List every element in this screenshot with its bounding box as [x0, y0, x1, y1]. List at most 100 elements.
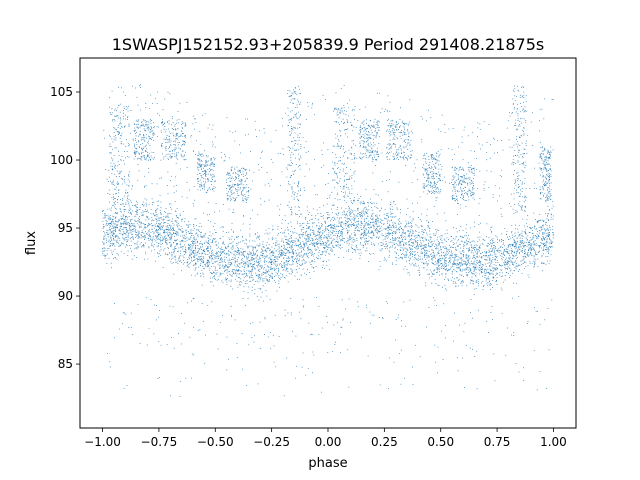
- data-point: [272, 255, 274, 256]
- data-point: [290, 268, 292, 270]
- data-point: [366, 234, 367, 236]
- data-point: [260, 252, 262, 253]
- data-point: [457, 277, 458, 279]
- data-point: [182, 239, 183, 241]
- data-point: [127, 223, 129, 225]
- data-point: [431, 259, 433, 261]
- data-point: [432, 257, 433, 259]
- data-point: [187, 266, 189, 267]
- data-point: [533, 266, 535, 268]
- data-point: [194, 275, 196, 277]
- data-point: [382, 220, 384, 221]
- data-point: [338, 222, 340, 224]
- data-point: [287, 223, 289, 225]
- data-point: [237, 252, 239, 253]
- data-point: [356, 208, 358, 209]
- data-point: [196, 272, 198, 274]
- data-point: [424, 255, 426, 257]
- data-point: [550, 254, 552, 256]
- data-point: [422, 240, 424, 242]
- data-point: [305, 231, 307, 233]
- data-point: [481, 270, 483, 272]
- data-point: [337, 242, 338, 243]
- data-point: [547, 232, 549, 234]
- data-point: [206, 242, 208, 244]
- data-point: [489, 255, 491, 256]
- data-point: [520, 250, 522, 252]
- data-point: [395, 215, 397, 217]
- data-point: [387, 248, 388, 250]
- data-point: [205, 254, 207, 255]
- data-point: [165, 217, 167, 218]
- data-point: [168, 216, 169, 218]
- data-point: [473, 246, 475, 248]
- data-point: [518, 245, 520, 247]
- data-point: [376, 203, 378, 205]
- data-point: [174, 248, 176, 249]
- data-point: [112, 254, 113, 256]
- data-point: [188, 248, 190, 249]
- data-point: [433, 250, 434, 252]
- data-point: [224, 247, 226, 248]
- data-point: [303, 246, 305, 248]
- data-point: [226, 265, 228, 267]
- data-point: [281, 254, 283, 255]
- data-point: [288, 243, 290, 245]
- data-point: [133, 225, 135, 227]
- data-point: [154, 224, 156, 226]
- data-point: [148, 246, 150, 248]
- data-point: [171, 234, 173, 235]
- data-point: [164, 238, 166, 240]
- data-point: [236, 261, 238, 262]
- data-point: [307, 214, 309, 216]
- data-point: [161, 222, 162, 224]
- data-point: [155, 240, 157, 242]
- data-point: [354, 221, 356, 223]
- data-point: [512, 237, 513, 238]
- data-point: [208, 235, 210, 236]
- data-point: [114, 227, 116, 228]
- data-point: [390, 229, 392, 231]
- data-point: [478, 273, 480, 275]
- data-point: [515, 268, 517, 270]
- data-point: [451, 255, 452, 257]
- data-point: [547, 214, 548, 216]
- data-point: [347, 224, 349, 226]
- data-point: [237, 243, 239, 245]
- data-point: [292, 240, 294, 241]
- data-point: [292, 246, 294, 248]
- data-point: [542, 263, 544, 265]
- data-point: [480, 261, 481, 263]
- data-point: [270, 262, 272, 263]
- data-point: [290, 230, 291, 232]
- data-point: [147, 232, 149, 234]
- data-point: [123, 223, 125, 225]
- data-point: [237, 265, 238, 267]
- data-point: [197, 247, 199, 249]
- data-point: [168, 220, 170, 221]
- data-point: [498, 250, 500, 251]
- data-point: [355, 227, 357, 229]
- data-point: [124, 219, 126, 220]
- data-point: [203, 249, 205, 251]
- data-point: [513, 255, 514, 257]
- data-point: [437, 265, 439, 266]
- data-point: [248, 266, 250, 268]
- data-point: [290, 247, 292, 249]
- data-point: [202, 257, 204, 259]
- data-point: [416, 242, 418, 243]
- data-point: [238, 236, 239, 237]
- data-point: [432, 273, 433, 274]
- data-point: [365, 233, 367, 235]
- data-point: [546, 236, 548, 238]
- data-point: [288, 229, 290, 231]
- data-point: [286, 251, 288, 253]
- data-point: [375, 221, 377, 223]
- data-point: [186, 224, 188, 226]
- data-point: [420, 246, 422, 247]
- data-point: [127, 197, 128, 199]
- data-point: [458, 264, 459, 266]
- data-point: [394, 247, 396, 249]
- data-point: [214, 229, 216, 231]
- data-point: [436, 245, 438, 247]
